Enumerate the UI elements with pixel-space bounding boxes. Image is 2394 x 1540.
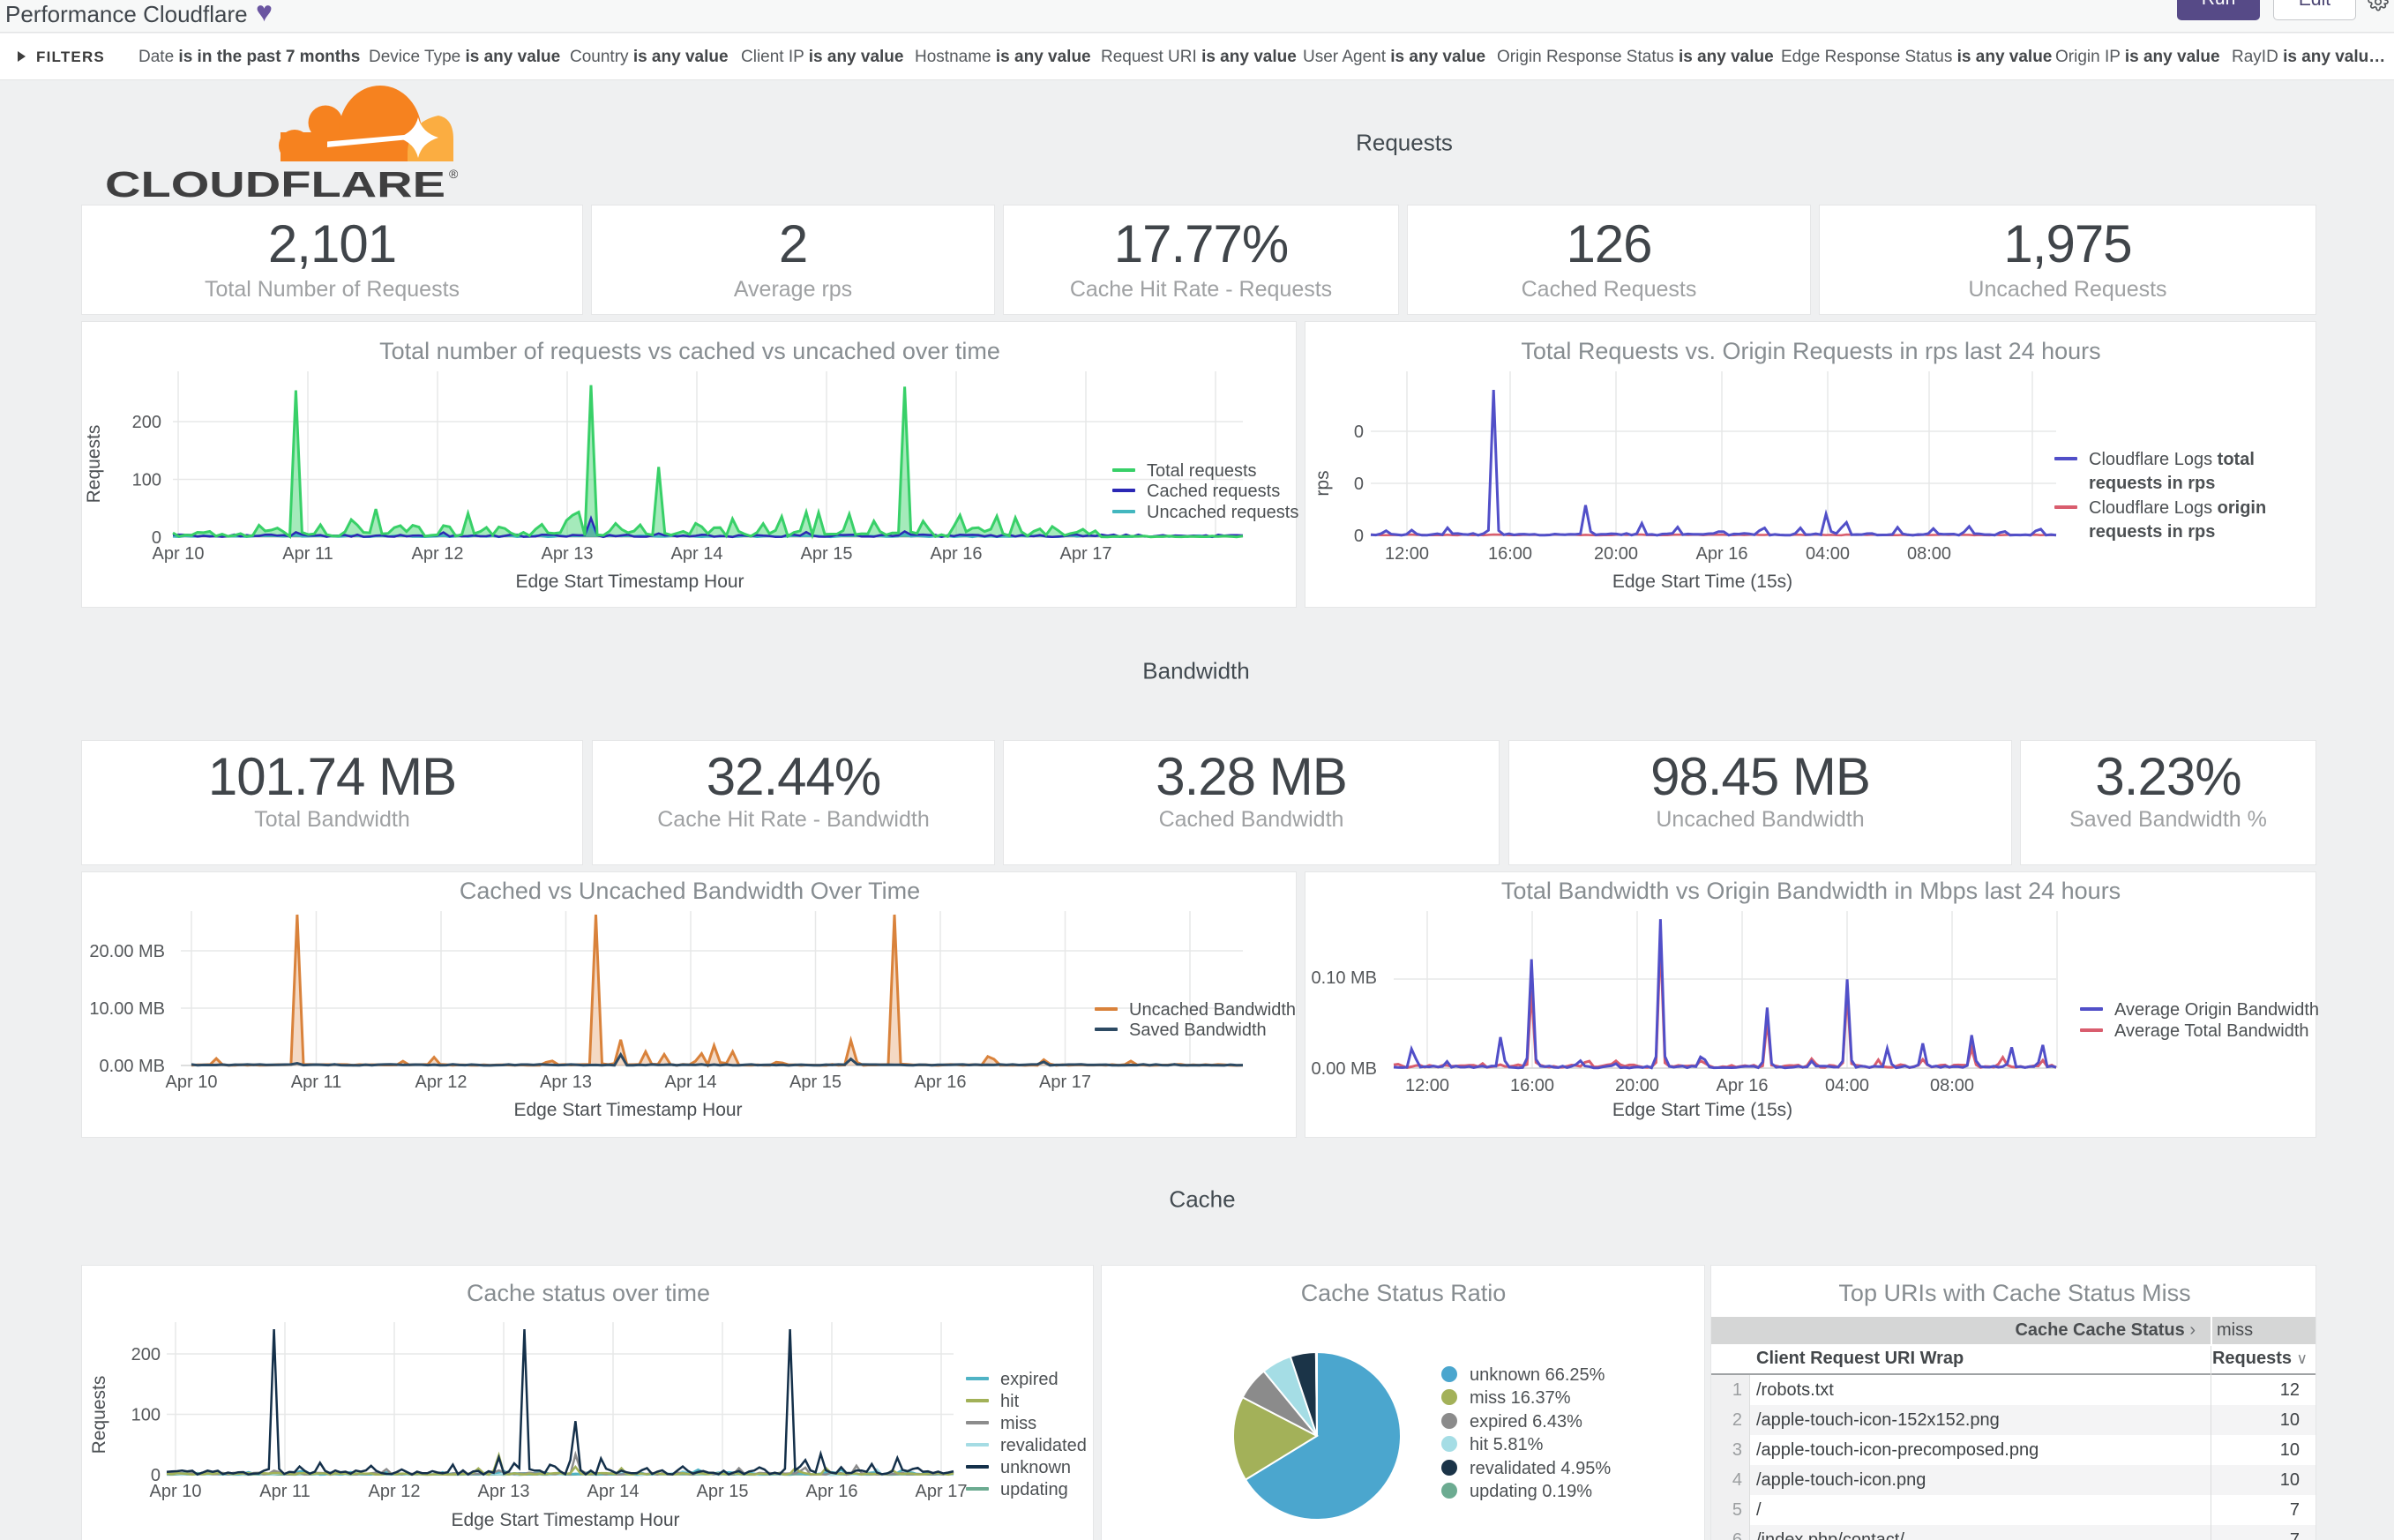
svg-text:08:00: 08:00: [1930, 1076, 1974, 1095]
svg-text:08:00: 08:00: [1907, 544, 1951, 564]
svg-text:Edge Start Timestamp Hour: Edge Start Timestamp Hour: [513, 1100, 742, 1120]
svg-text:Apr 11: Apr 11: [282, 544, 333, 564]
svg-text:CLOUDFLARE: CLOUDFLARE: [105, 164, 445, 205]
svg-text:20:00: 20:00: [1615, 1076, 1659, 1095]
svg-text:100: 100: [132, 471, 161, 490]
svg-text:Apr 11: Apr 11: [291, 1073, 341, 1092]
svg-text:0.00 MB: 0.00 MB: [100, 1057, 165, 1076]
svg-text:Apr 13: Apr 13: [542, 544, 594, 564]
svg-text:Apr 16: Apr 16: [915, 1073, 967, 1092]
svg-text:Apr 12: Apr 12: [412, 544, 464, 564]
svg-text:0.00 MB: 0.00 MB: [1312, 1059, 1377, 1079]
svg-text:Apr 14: Apr 14: [587, 1482, 640, 1501]
svg-text:0: 0: [152, 528, 161, 548]
svg-text:Apr 17: Apr 17: [916, 1482, 968, 1501]
svg-text:Apr 15: Apr 15: [697, 1482, 749, 1501]
svg-text:12:00: 12:00: [1405, 1076, 1449, 1095]
svg-text:Requests: Requests: [89, 1376, 109, 1454]
svg-text:Apr 11: Apr 11: [259, 1482, 310, 1501]
svg-text:Edge Start Timestamp Hour: Edge Start Timestamp Hour: [515, 572, 744, 592]
svg-text:rps: rps: [1313, 470, 1333, 496]
svg-text:200: 200: [131, 1345, 161, 1364]
svg-text:200: 200: [132, 413, 161, 432]
svg-text:Requests: Requests: [84, 425, 104, 504]
svg-text:Apr 17: Apr 17: [1039, 1073, 1091, 1092]
svg-text:Apr 13: Apr 13: [478, 1482, 530, 1501]
svg-text:0: 0: [1354, 422, 1364, 442]
svg-text:Edge Start Timestamp Hour: Edge Start Timestamp Hour: [451, 1510, 679, 1530]
svg-text:Apr 15: Apr 15: [789, 1073, 842, 1092]
svg-text:Apr 15: Apr 15: [801, 544, 853, 564]
svg-text:Apr 16: Apr 16: [806, 1482, 858, 1501]
svg-text:0: 0: [151, 1466, 161, 1485]
svg-text:100: 100: [131, 1406, 161, 1425]
svg-text:Apr 16: Apr 16: [1717, 1076, 1769, 1095]
svg-text:0.10 MB: 0.10 MB: [1312, 968, 1377, 988]
svg-text:Apr 12: Apr 12: [369, 1482, 421, 1501]
svg-text:Apr 16: Apr 16: [1696, 544, 1748, 564]
svg-text:®: ®: [449, 167, 459, 181]
svg-text:20.00 MB: 20.00 MB: [89, 942, 165, 961]
svg-text:Apr 17: Apr 17: [1060, 544, 1112, 564]
svg-text:20:00: 20:00: [1594, 544, 1638, 564]
svg-text:Apr 14: Apr 14: [671, 544, 723, 564]
svg-text:16:00: 16:00: [1510, 1076, 1554, 1095]
svg-text:0: 0: [1354, 527, 1364, 546]
svg-text:0: 0: [1354, 475, 1364, 494]
svg-text:04:00: 04:00: [1825, 1076, 1869, 1095]
svg-text:Edge Start Time (15s): Edge Start Time (15s): [1612, 572, 1792, 592]
svg-text:Apr 12: Apr 12: [415, 1073, 468, 1092]
svg-text:Apr 13: Apr 13: [540, 1073, 592, 1092]
svg-text:04:00: 04:00: [1806, 544, 1850, 564]
svg-text:12:00: 12:00: [1385, 544, 1429, 564]
svg-text:10.00 MB: 10.00 MB: [89, 999, 165, 1019]
svg-text:Apr 10: Apr 10: [153, 544, 205, 564]
svg-text:Apr 16: Apr 16: [931, 544, 983, 564]
svg-text:16:00: 16:00: [1488, 544, 1532, 564]
svg-text:Apr 14: Apr 14: [665, 1073, 717, 1092]
svg-text:Apr 10: Apr 10: [166, 1073, 218, 1092]
svg-text:Edge Start Time (15s): Edge Start Time (15s): [1612, 1100, 1792, 1120]
svg-text:Apr 10: Apr 10: [150, 1482, 202, 1501]
